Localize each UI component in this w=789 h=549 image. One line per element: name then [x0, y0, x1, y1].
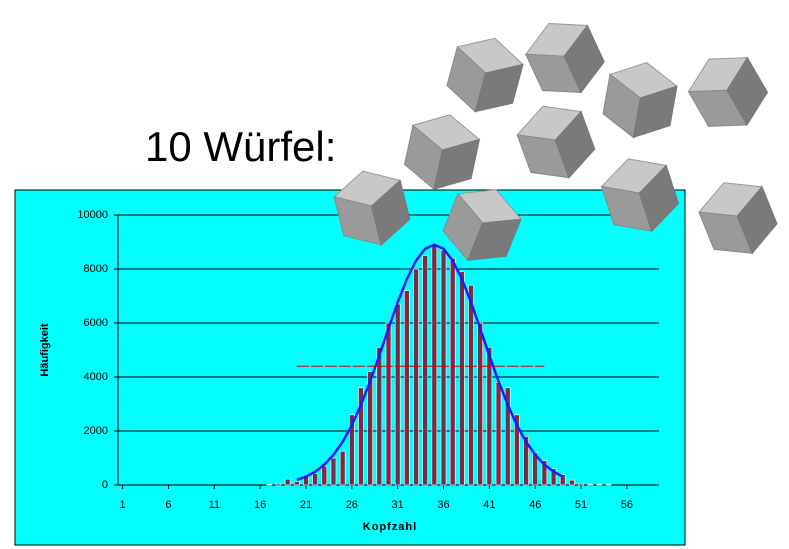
x-tick-label: 26 — [346, 499, 358, 511]
bar — [450, 258, 455, 485]
slide: 10 Würfel: 02000400060008000100001611162… — [0, 0, 789, 549]
x-tick-label: 56 — [621, 499, 633, 511]
bar — [432, 245, 437, 485]
bar — [469, 285, 474, 485]
x-tick-label: 21 — [300, 499, 312, 511]
bar — [588, 484, 593, 485]
y-axis-label: Häufigkeit — [39, 323, 51, 377]
x-tick-label: 46 — [529, 499, 541, 511]
bar — [487, 347, 492, 485]
bar — [414, 269, 419, 485]
bar — [322, 466, 327, 485]
die — [600, 57, 680, 144]
bar — [386, 323, 391, 485]
x-tick-label: 41 — [483, 499, 495, 511]
title: 10 Würfel: — [145, 123, 336, 170]
page: {"chart_data": {"type": "bar", "title": … — [0, 0, 789, 549]
y-tick-label: 6000 — [84, 317, 108, 329]
x-tick-label: 6 — [165, 499, 171, 511]
x-tick-label: 16 — [254, 499, 266, 511]
bar — [404, 291, 409, 485]
die — [518, 9, 612, 107]
y-tick-label: 8000 — [84, 263, 108, 275]
chart-area — [15, 190, 685, 545]
bar — [579, 483, 584, 485]
bar — [441, 250, 446, 485]
die — [680, 42, 777, 142]
die — [442, 29, 527, 120]
bar — [496, 382, 501, 485]
bar — [478, 323, 483, 485]
die — [692, 170, 784, 266]
y-tick-label: 4000 — [84, 371, 108, 383]
die — [401, 108, 483, 196]
bar — [423, 256, 428, 486]
x-tick-label: 31 — [392, 499, 404, 511]
bar — [569, 480, 574, 485]
x-tick-label: 1 — [120, 499, 126, 511]
x-tick-label: 36 — [437, 499, 449, 511]
bar — [395, 304, 400, 485]
bar — [267, 484, 272, 485]
bar — [285, 479, 290, 485]
bar — [377, 347, 382, 485]
bar — [313, 473, 318, 485]
bar — [276, 483, 281, 485]
bar — [294, 481, 299, 485]
x-axis-label: Kopfzahl — [363, 521, 417, 533]
bar — [459, 272, 464, 485]
bar — [597, 484, 602, 485]
x-tick-label: 11 — [209, 499, 220, 511]
bar — [340, 451, 345, 485]
y-tick-label: 0 — [102, 479, 108, 491]
y-tick-label: 10000 — [77, 209, 108, 221]
die — [511, 95, 601, 190]
x-tick-label: 51 — [575, 499, 587, 511]
y-tick-label: 2000 — [84, 425, 108, 437]
bar — [331, 458, 336, 485]
